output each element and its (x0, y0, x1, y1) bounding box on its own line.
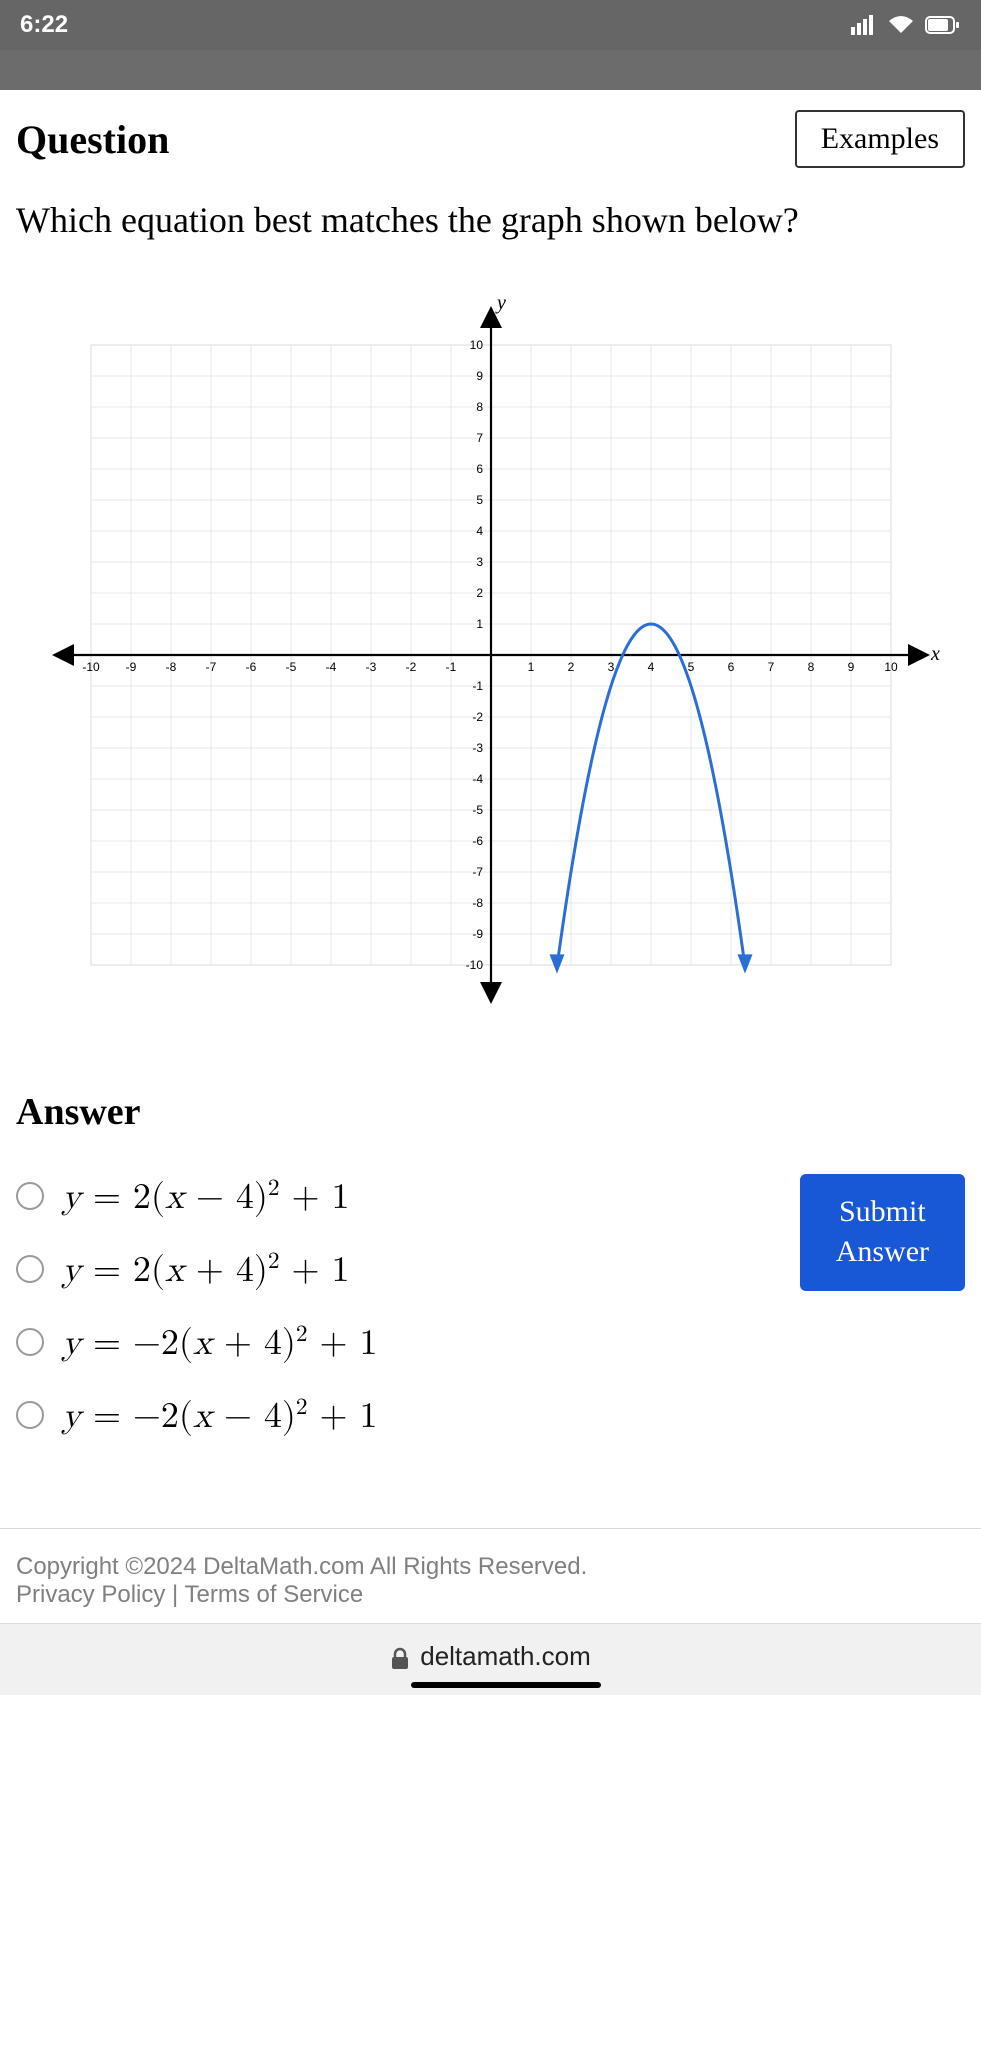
lock-icon (390, 1647, 410, 1671)
svg-text:9: 9 (476, 369, 483, 383)
svg-text:-5: -5 (285, 660, 296, 674)
submit-label-1: Submit (839, 1195, 926, 1228)
graph: -10 -9 -8 -7 -6 -5 -4 -3 -2 -1 1 2 3 4 5 6 7 8 9 10 -10 -9 -8 -… (31, 285, 951, 1030)
submit-label-2: Answer (836, 1235, 929, 1268)
svg-text:-2: -2 (405, 660, 416, 674)
svg-text:3: 3 (607, 660, 614, 674)
svg-text:6: 6 (476, 462, 483, 476)
radio-icon (16, 1328, 44, 1356)
svg-text:x: x (930, 643, 940, 665)
svg-text:7: 7 (476, 431, 483, 445)
question-text: Which equation best matches the graph sh… (16, 196, 965, 245)
svg-text:-10: -10 (465, 958, 483, 972)
option-label: y = −2(x + 4)2 + 1 (62, 1320, 378, 1365)
svg-text:-9: -9 (472, 927, 483, 941)
svg-text:-7: -7 (205, 660, 216, 674)
page-title: Question (16, 116, 169, 163)
svg-text:10: 10 (469, 338, 483, 352)
examples-button[interactable]: Examples (795, 110, 965, 168)
svg-text:8: 8 (476, 400, 483, 414)
svg-text:-4: -4 (472, 772, 483, 786)
option-label: y = 2(x + 4)2 + 1 (62, 1247, 350, 1292)
svg-text:-1: -1 (445, 660, 456, 674)
svg-text:-8: -8 (165, 660, 176, 674)
radio-icon (16, 1255, 44, 1283)
svg-text:5: 5 (687, 660, 694, 674)
terms-link[interactable]: Terms of Service (185, 1581, 364, 1608)
url-host: deltamath.com (420, 1641, 591, 1678)
svg-text:3: 3 (476, 555, 483, 569)
svg-text:y: y (495, 292, 506, 314)
svg-text:4: 4 (647, 660, 654, 674)
svg-text:6: 6 (727, 660, 734, 674)
svg-text:-1: -1 (472, 679, 483, 693)
option-label: y = 2(x − 4)2 + 1 (62, 1174, 350, 1219)
svg-text:9: 9 (847, 660, 854, 674)
status-bar: 6:22 (0, 0, 981, 50)
footer: Copyright ©2024 DeltaMath.com All Rights… (0, 1528, 981, 1623)
browser-url-bar[interactable]: deltamath.com (0, 1623, 981, 1695)
svg-text:-6: -6 (472, 834, 483, 848)
status-icons (851, 15, 961, 35)
privacy-link[interactable]: Privacy Policy (16, 1581, 165, 1608)
svg-text:7: 7 (767, 660, 774, 674)
option-4[interactable]: y = −2(x − 4)2 + 1 (16, 1393, 378, 1438)
svg-text:5: 5 (476, 493, 483, 507)
svg-text:-2: -2 (472, 710, 483, 724)
svg-text:-8: -8 (472, 896, 483, 910)
svg-text:-9: -9 (125, 660, 136, 674)
svg-text:-5: -5 (472, 803, 483, 817)
svg-text:-10: -10 (82, 660, 100, 674)
svg-text:8: 8 (807, 660, 814, 674)
answer-heading: Answer (16, 1090, 965, 1134)
radio-icon (16, 1401, 44, 1429)
option-2[interactable]: y = 2(x + 4)2 + 1 (16, 1247, 378, 1292)
option-1[interactable]: y = 2(x − 4)2 + 1 (16, 1174, 378, 1219)
svg-text:4: 4 (476, 524, 483, 538)
svg-text:10: 10 (884, 660, 898, 674)
svg-text:1: 1 (476, 617, 483, 631)
submit-button[interactable]: Submit Answer (800, 1174, 965, 1291)
svg-text:2: 2 (476, 586, 483, 600)
svg-text:-3: -3 (472, 741, 483, 755)
svg-text:-7: -7 (472, 865, 483, 879)
answer-options: y = 2(x − 4)2 + 1 y = 2(x + 4)2 + 1 y = … (16, 1174, 378, 1438)
status-time: 6:22 (20, 11, 68, 39)
radio-icon (16, 1182, 44, 1210)
svg-text:-4: -4 (325, 660, 336, 674)
svg-text:2: 2 (567, 660, 574, 674)
svg-text:1: 1 (527, 660, 534, 674)
nav-strip (0, 50, 981, 90)
svg-text:-6: -6 (245, 660, 256, 674)
option-3[interactable]: y = −2(x + 4)2 + 1 (16, 1320, 378, 1365)
option-label: y = −2(x − 4)2 + 1 (62, 1393, 378, 1438)
svg-text:-3: -3 (365, 660, 376, 674)
copyright: Copyright ©2024 DeltaMath.com All Rights… (16, 1553, 965, 1581)
